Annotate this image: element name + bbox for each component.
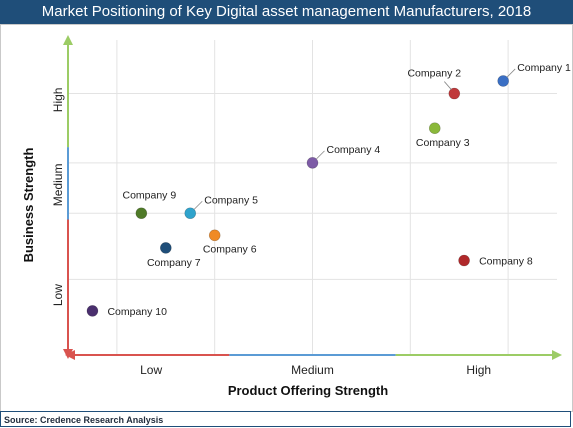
point-label: Company 7 bbox=[147, 257, 201, 269]
data-point: Company 4 bbox=[306, 144, 381, 169]
point-label: Company 2 bbox=[407, 68, 461, 80]
label-leader bbox=[193, 200, 203, 210]
data-point: Company 2 bbox=[407, 68, 461, 100]
point-marker bbox=[135, 207, 148, 220]
point-marker bbox=[306, 157, 319, 169]
point-marker bbox=[208, 229, 221, 242]
x-category-label: High bbox=[466, 363, 491, 377]
data-point: Company 9 bbox=[122, 189, 176, 220]
point-marker bbox=[160, 242, 172, 254]
y-category-label: Medium bbox=[51, 164, 65, 207]
label-leader bbox=[506, 68, 516, 78]
y-category-label: High bbox=[51, 88, 65, 113]
point-marker bbox=[428, 122, 441, 134]
point-label: Company 10 bbox=[107, 306, 167, 318]
point-label: Company 3 bbox=[416, 137, 470, 149]
point-marker bbox=[458, 254, 470, 267]
point-label: Company 8 bbox=[479, 256, 533, 268]
y-category-label: Low bbox=[51, 284, 65, 306]
data-point: Company 8 bbox=[458, 254, 533, 268]
label-leader bbox=[316, 150, 325, 160]
data-point: Company 1 bbox=[497, 62, 571, 87]
data-point: Company 5 bbox=[184, 194, 258, 220]
point-label: Company 4 bbox=[327, 144, 381, 156]
point-marker bbox=[86, 305, 99, 317]
data-point: Company 7 bbox=[147, 242, 201, 269]
x-axis-title: Product Offering Strength bbox=[228, 383, 388, 398]
point-marker bbox=[184, 207, 197, 220]
label-leader bbox=[444, 81, 452, 90]
data-point: Company 6 bbox=[203, 229, 257, 255]
point-label: Company 6 bbox=[203, 243, 257, 255]
axes: Low Medium High Low Medium High bbox=[51, 35, 562, 377]
data-point: Company 3 bbox=[416, 122, 470, 149]
point-label: Company 1 bbox=[517, 62, 571, 74]
x-category-label: Medium bbox=[291, 363, 334, 377]
y-axis-title: Business Strength bbox=[21, 148, 36, 263]
point-marker bbox=[448, 87, 461, 100]
x-category-label: Low bbox=[140, 363, 162, 377]
points: Company 1 Company 2 Company 3 Company 4 Comp… bbox=[86, 62, 571, 318]
point-label: Company 9 bbox=[122, 189, 176, 201]
point-label: Company 5 bbox=[204, 194, 258, 206]
point-marker bbox=[497, 75, 510, 87]
data-point: Company 10 bbox=[86, 305, 167, 318]
chart-title: Market Positioning of Key Digital asset … bbox=[0, 0, 573, 24]
source-note: Source: Credence Research Analysis bbox=[0, 411, 571, 427]
